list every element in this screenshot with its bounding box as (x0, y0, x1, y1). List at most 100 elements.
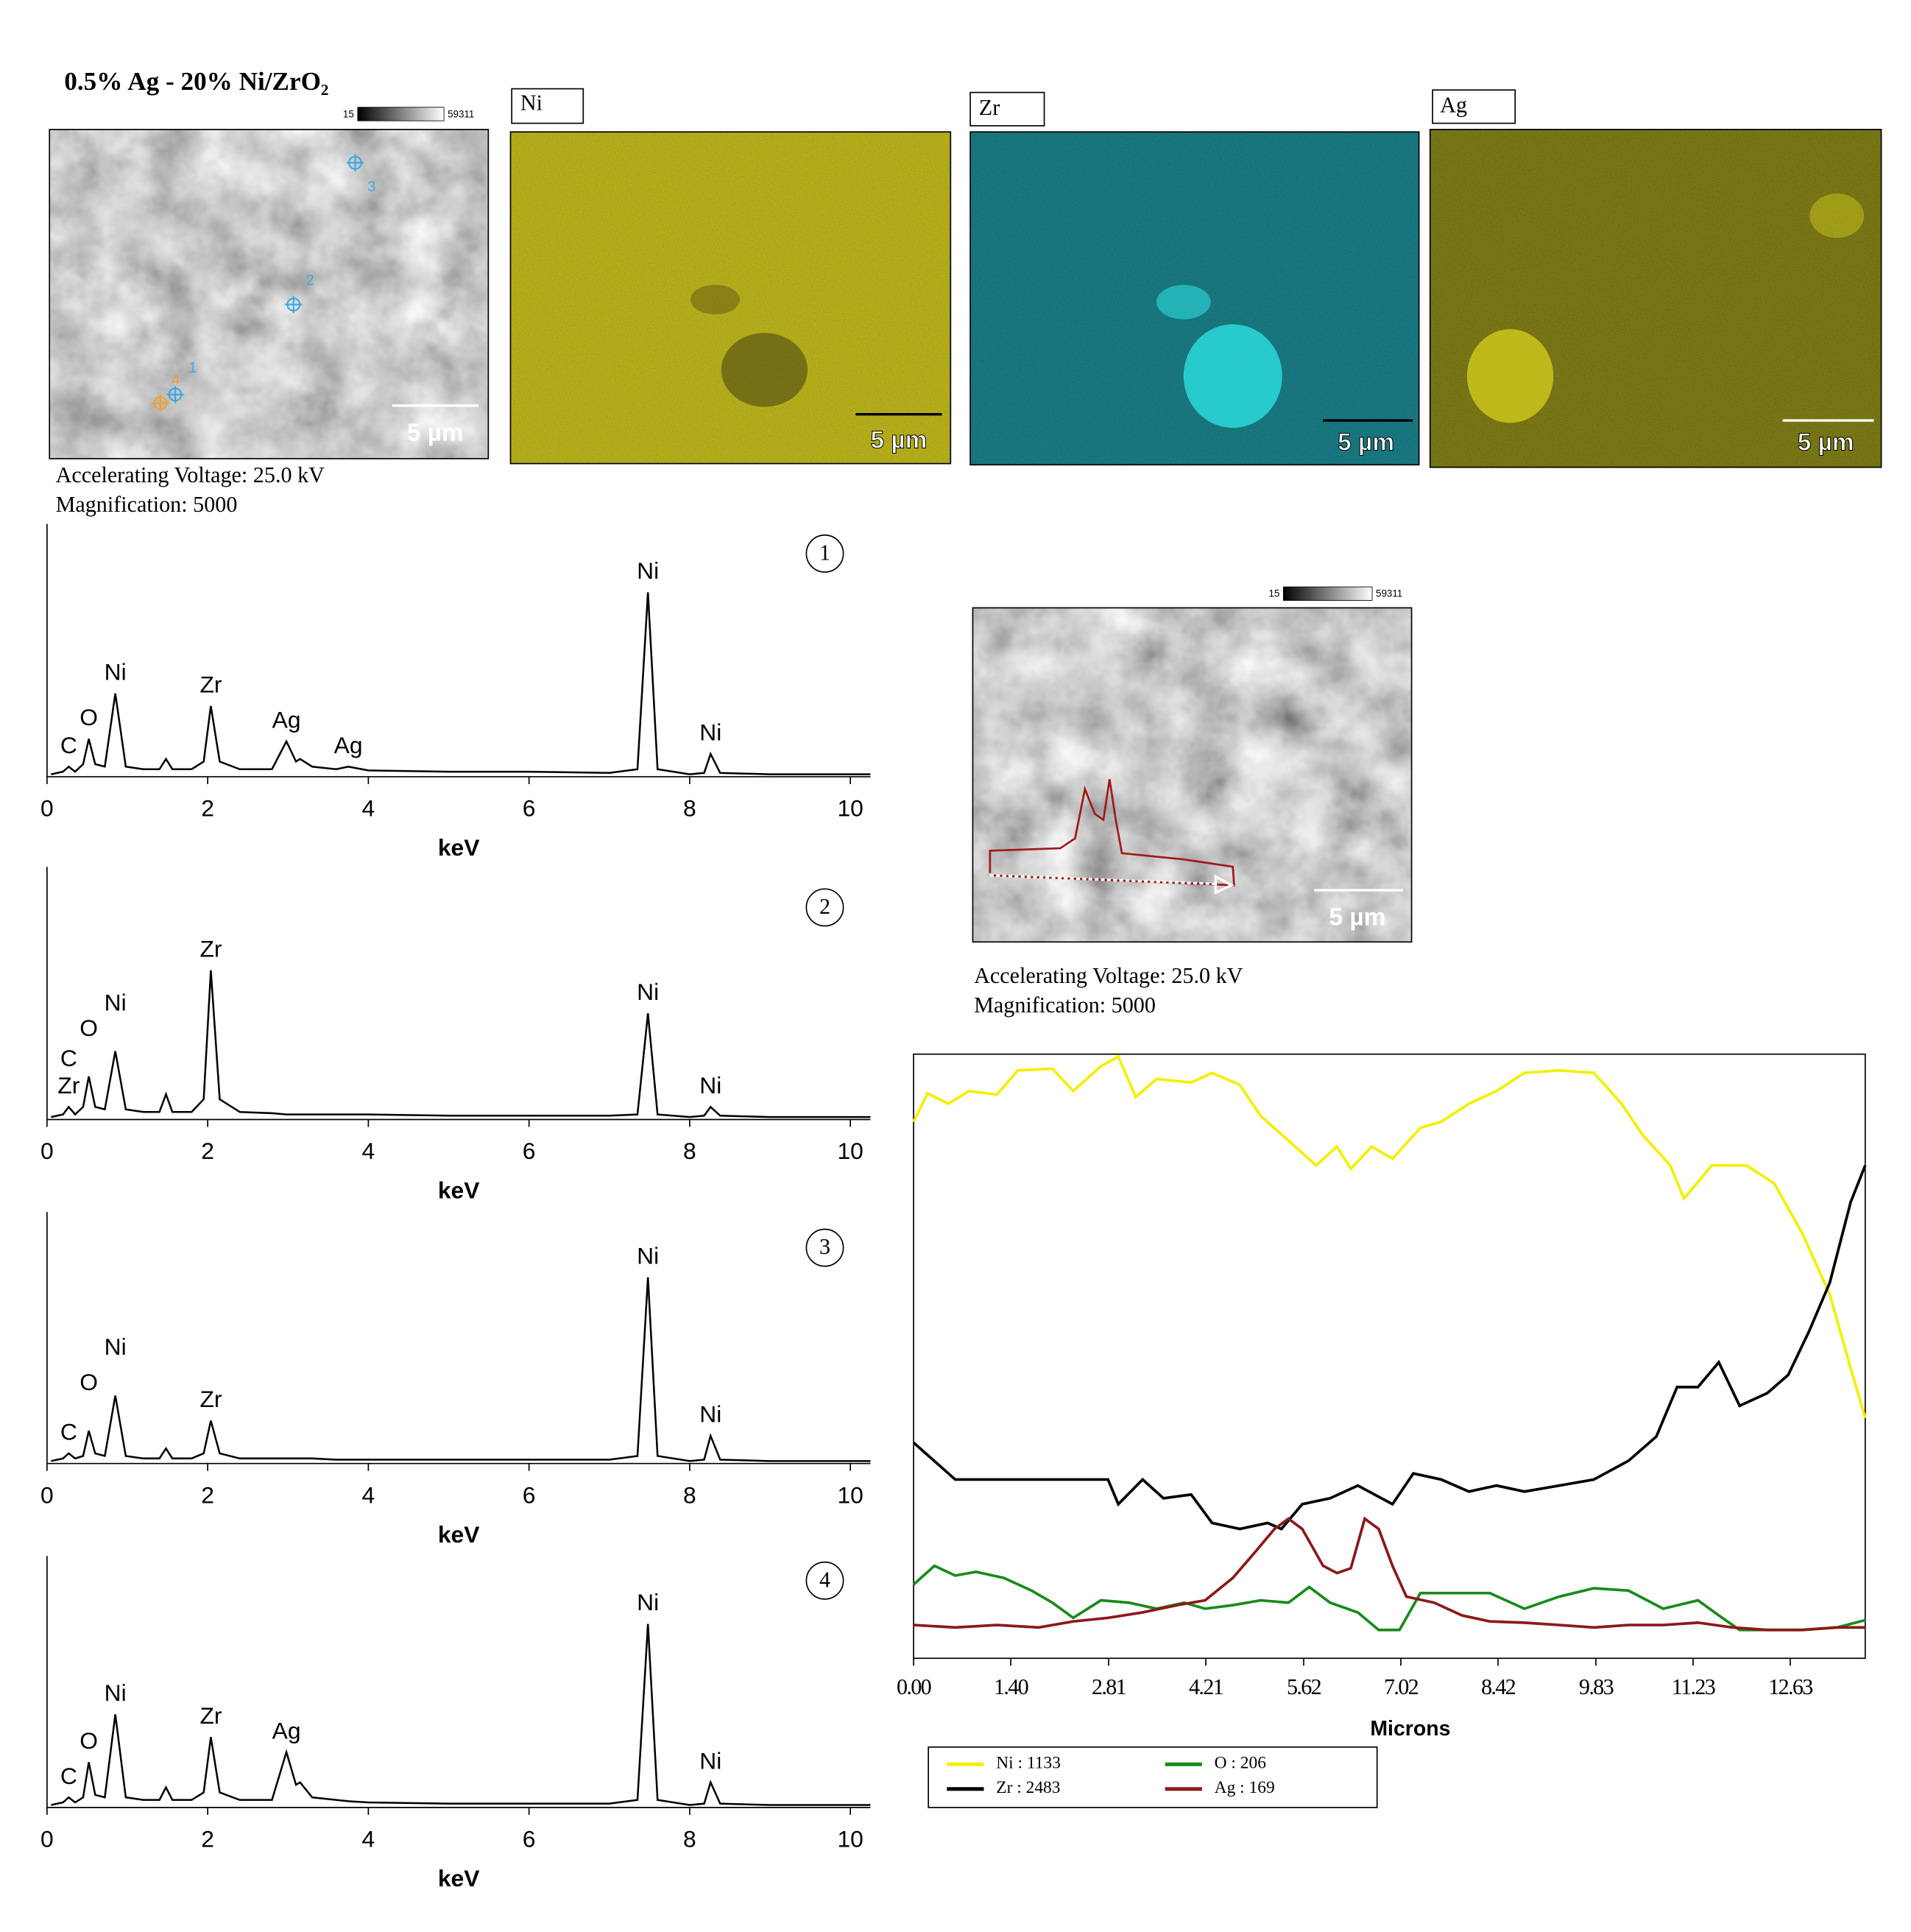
x-tick-label: 0 (40, 1481, 54, 1508)
spectrum-badge (805, 888, 844, 927)
peak-label: C (60, 1045, 77, 1071)
peak-label: O (80, 1015, 98, 1041)
scale-max: 59311 (1376, 588, 1402, 599)
peak-label: Zr (199, 936, 222, 962)
x-tick-label: 8 (683, 1138, 696, 1164)
ni-map: Ni 5 µm (509, 88, 952, 465)
point-markers (166, 154, 364, 403)
scale-min: 15 (1269, 588, 1280, 599)
point-label: 3 (367, 179, 375, 195)
spectrum-badge (805, 1228, 844, 1267)
x-tick-label: 0 (40, 795, 54, 822)
scale-max: 59311 (448, 108, 474, 119)
image-frame (509, 131, 952, 465)
x-tick-label: 0 (40, 1825, 54, 1852)
peak-label: C (60, 1419, 77, 1445)
x-axis-label: keV (438, 1521, 480, 1548)
scale-bar-label: 5 µm (1338, 429, 1394, 456)
x-tick-label: 2 (201, 1825, 214, 1852)
legend-label: Zr : 2483 (996, 1778, 1060, 1797)
peak-label: Ni (699, 1747, 721, 1774)
peak-label: Ag (272, 1717, 301, 1744)
point-label: 1 (188, 360, 197, 376)
map-label: Ag (1440, 93, 1467, 118)
scale-bar-label: 5 µm (1798, 429, 1854, 456)
map-feature (690, 284, 740, 315)
peak-label: O (80, 1727, 98, 1754)
x-tick-label: 2 (201, 1481, 214, 1508)
map-feature (1809, 193, 1865, 239)
peak-label: Ni (637, 1589, 659, 1615)
x-tick-label: 10 (837, 1138, 863, 1164)
x-tick-label: 10 (837, 1481, 863, 1508)
point-label: 2 (306, 272, 314, 289)
x-tick-label: 2 (201, 1138, 214, 1164)
x-tick-label: 2 (201, 795, 214, 822)
legend-box (928, 1746, 1378, 1808)
color-scale (1283, 586, 1373, 601)
linescan-line (912, 1564, 1866, 1632)
image-frame (972, 607, 1413, 943)
spectrum-number: 3 (819, 1234, 830, 1259)
peak-label: Ni (637, 1243, 659, 1269)
figure-title: 0.5% Ag - 20% Ni/ZrO₂ (64, 67, 328, 96)
x-axis-label: keV (438, 1865, 480, 1892)
image-frame (969, 131, 1420, 466)
spectrum-line (51, 1623, 871, 1806)
peak-label: Ni (105, 1679, 127, 1706)
x-axis-label: Microns (1370, 1717, 1450, 1741)
map-label-box (1432, 89, 1516, 124)
x-tick-label: 12.63 (1768, 1674, 1812, 1699)
map-label-box (511, 88, 584, 124)
map-label: Ni (520, 90, 543, 115)
peak-label: Ni (699, 719, 721, 746)
x-tick-label: 8.42 (1481, 1674, 1516, 1699)
info-magnification: Magnification: 5000 (56, 492, 238, 517)
image-frame (49, 128, 490, 459)
x-tick-label: 6 (523, 1138, 536, 1164)
sem-image-linescan: 15 59311 5 µm (972, 586, 1413, 943)
x-tick-label: 10 (837, 795, 863, 822)
x-tick-label: 4 (362, 1825, 375, 1852)
x-tick-label: 7.02 (1384, 1674, 1419, 1699)
sem-texture (49, 129, 489, 459)
point-label: 4 (172, 373, 180, 389)
map-texture (510, 132, 951, 464)
linescan-arrow (1214, 874, 1234, 895)
x-tick-label: 6 (523, 1825, 536, 1852)
x-tick-label: 1.40 (994, 1674, 1028, 1699)
map-label-box (969, 91, 1045, 127)
info-voltage: Accelerating Voltage: 25.0 kV (974, 963, 1243, 988)
x-tick-label: 4 (362, 1481, 375, 1508)
sem-image: 15 59311 5 µm 1 2 3 4 (49, 107, 490, 459)
spectrum-number: 1 (819, 540, 830, 565)
peak-label: Zr (199, 1702, 222, 1729)
peak-label: Ni (699, 1072, 721, 1099)
legend-label: Ag : 169 (1215, 1778, 1275, 1797)
info-voltage: Accelerating Voltage: 25.0 kV (56, 462, 325, 487)
spectrum-badge (805, 1561, 844, 1600)
peak-label: Zr (199, 671, 222, 697)
peak-label: Ag (272, 707, 301, 733)
map-feature (721, 333, 808, 407)
linescan-path (989, 874, 1218, 886)
peak-label: Ni (699, 1401, 721, 1428)
x-tick-label: 6 (523, 1481, 536, 1508)
spectrum-badge (805, 534, 844, 573)
x-tick-label: 8 (683, 1825, 696, 1852)
peak-label: Ni (105, 990, 127, 1016)
x-tick-label: 6 (523, 795, 536, 822)
spectrum-number: 2 (819, 894, 830, 919)
x-tick-label: 4.21 (1189, 1674, 1223, 1699)
peak-label: Ni (105, 658, 127, 685)
x-tick-label: 0 (40, 1138, 54, 1164)
spectrum-line (51, 970, 871, 1118)
x-tick-label: 10 (837, 1825, 863, 1852)
map-feature (1183, 324, 1282, 429)
sem-texture (972, 607, 1412, 942)
color-scale (357, 107, 445, 121)
scale-min: 15 (343, 108, 354, 119)
map-feature (1156, 284, 1211, 320)
